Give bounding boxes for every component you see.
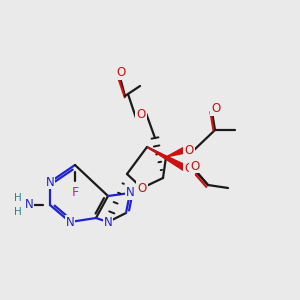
- Text: N: N: [25, 199, 33, 212]
- Text: O: O: [212, 103, 220, 116]
- Text: O: O: [116, 67, 126, 80]
- Text: F: F: [71, 187, 79, 200]
- Text: N: N: [126, 187, 134, 200]
- Text: N: N: [103, 215, 112, 229]
- Text: O: O: [190, 160, 200, 172]
- Text: N: N: [66, 215, 74, 229]
- Text: H: H: [14, 193, 22, 203]
- Text: H: H: [14, 207, 22, 217]
- Polygon shape: [166, 147, 186, 157]
- Text: N: N: [46, 176, 54, 188]
- Text: O: O: [136, 109, 146, 122]
- Polygon shape: [147, 147, 187, 171]
- Text: O: O: [184, 161, 194, 175]
- Text: O: O: [137, 182, 147, 194]
- Text: O: O: [184, 143, 194, 157]
